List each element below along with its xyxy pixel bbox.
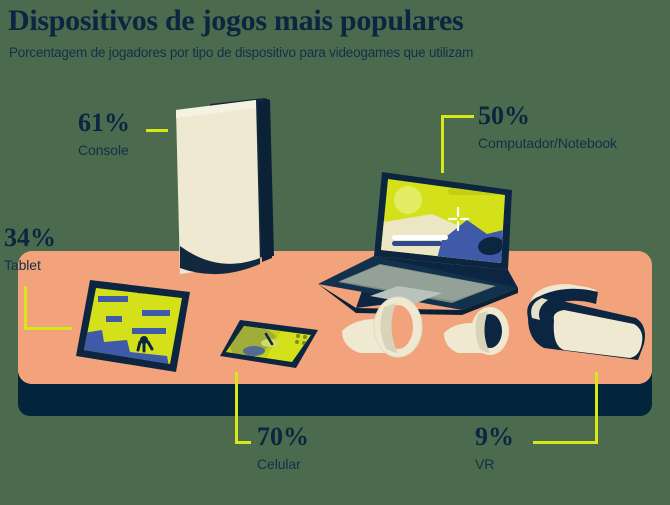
callout-console-percent: 61% — [78, 108, 130, 137]
device-phone — [214, 316, 324, 376]
callout-computer: 50% Computador/Notebook — [478, 101, 617, 152]
connector-computer-h — [441, 115, 474, 118]
callout-tablet-percent: 34% — [4, 223, 56, 252]
connector-computer-v — [441, 115, 444, 173]
connector-phone-v — [235, 372, 238, 444]
device-laptop — [312, 162, 520, 315]
callout-computer-percent: 50% — [478, 101, 530, 130]
callout-console: 61% Console — [78, 108, 130, 159]
callout-phone: 70% Celular — [257, 422, 309, 473]
callout-phone-percent: 70% — [257, 422, 309, 451]
callout-console-label: Console — [78, 142, 129, 158]
page-subtitle: Porcentagem de jogadores por tipo de dis… — [9, 45, 474, 60]
callout-vr-percent: 9% — [475, 422, 514, 451]
connector-tablet-h — [24, 327, 72, 330]
device-tablet — [72, 272, 200, 378]
callout-tablet-label: Tablet — [4, 257, 41, 273]
device-vr-controller-left — [336, 295, 434, 365]
connector-vr-h — [533, 441, 598, 444]
page-title: Dispositivos de jogos mais populares — [8, 4, 464, 37]
callout-phone-label: Celular — [257, 456, 301, 472]
device-console — [168, 96, 288, 286]
callout-tablet: 34% Tablet — [4, 223, 56, 274]
connector-tablet-v — [24, 286, 27, 330]
callout-computer-label: Computador/Notebook — [478, 135, 617, 151]
device-vr-controller-right — [440, 305, 516, 363]
device-vr-headset — [518, 274, 654, 378]
connector-phone-h — [235, 441, 251, 444]
callout-vr: 9% VR — [475, 422, 514, 473]
connector-vr-v — [595, 372, 598, 444]
callout-vr-label: VR — [475, 456, 495, 472]
connector-console — [146, 129, 168, 132]
